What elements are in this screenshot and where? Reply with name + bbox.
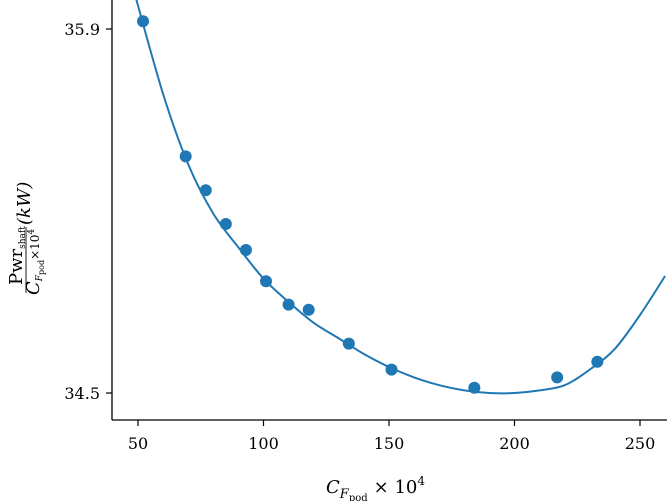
y-tick-label: 35.9 bbox=[64, 20, 100, 39]
x-axis-label: CFpod× 104 bbox=[326, 474, 425, 501]
data-points-layer bbox=[137, 15, 604, 394]
x-tick-label: 250 bbox=[625, 434, 656, 453]
x-tick-label: 100 bbox=[248, 434, 279, 453]
data-point bbox=[282, 298, 295, 311]
svg-text:Pwrshaft: Pwrshaft bbox=[6, 226, 28, 285]
data-point bbox=[260, 275, 273, 288]
data-point bbox=[551, 371, 564, 384]
fit-curve bbox=[135, 0, 666, 395]
data-point bbox=[591, 355, 604, 368]
x-tick-label: 200 bbox=[499, 434, 530, 453]
svg-text:CFpod×104: CFpod×104 bbox=[23, 229, 46, 295]
data-point bbox=[179, 150, 192, 163]
data-point bbox=[239, 244, 252, 256]
y-ticks: 34.5 35.9 bbox=[64, 20, 112, 403]
x-ticks: 50 100 150 200 250 bbox=[128, 420, 655, 453]
data-point bbox=[199, 184, 212, 197]
data-point bbox=[302, 303, 315, 316]
y-axis-label: Pwrshaft CFpod×104 (kW) bbox=[6, 182, 46, 295]
data-point bbox=[468, 381, 481, 394]
x-tick-label: 150 bbox=[374, 434, 405, 453]
fit-curve-layer bbox=[135, 0, 666, 395]
x-tick-label: 50 bbox=[128, 434, 148, 453]
data-point bbox=[137, 15, 150, 28]
data-point bbox=[342, 337, 355, 350]
y-tick-label: 34.5 bbox=[64, 384, 100, 403]
data-point bbox=[219, 218, 232, 230]
data-point bbox=[385, 363, 398, 376]
svg-text:(kW): (kW) bbox=[14, 182, 35, 225]
